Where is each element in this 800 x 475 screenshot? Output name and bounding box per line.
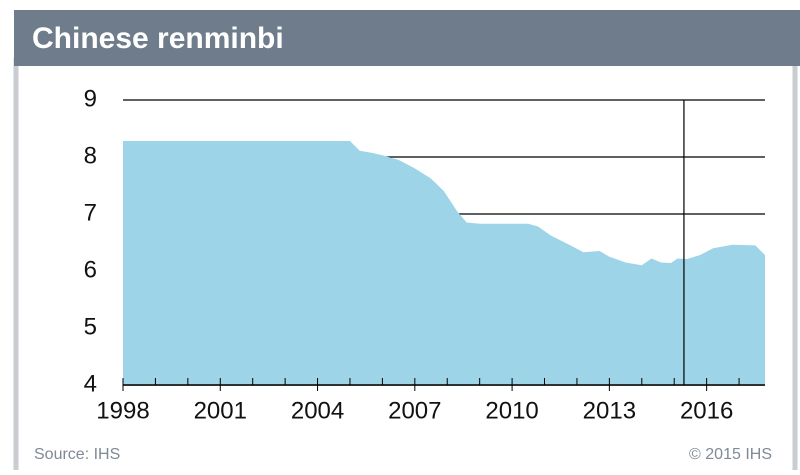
source: Source: IHS: [34, 446, 120, 463]
header-bar: [14, 10, 800, 66]
x-tick-label: 2010: [485, 397, 538, 424]
x-tick-label: 2007: [388, 397, 441, 424]
area: [123, 141, 765, 385]
x-tick-label: 2004: [291, 397, 344, 424]
x-tick-label: 2013: [583, 397, 636, 424]
copyright: © 2015 IHS: [689, 446, 772, 463]
y-tick-label: 6: [84, 256, 97, 283]
y-tick-label: 7: [84, 199, 97, 226]
y-tick-label: 5: [84, 313, 97, 340]
x-tick-label: 1998: [96, 397, 149, 424]
y-tick-label: 4: [84, 370, 97, 397]
chart-title: Chinese renminbi: [32, 22, 284, 55]
x-tick-label: 2016: [680, 397, 733, 424]
y-tick-label: 8: [84, 142, 97, 169]
x-tick-label: 2001: [194, 397, 247, 424]
y-tick-label: 9: [84, 85, 97, 112]
